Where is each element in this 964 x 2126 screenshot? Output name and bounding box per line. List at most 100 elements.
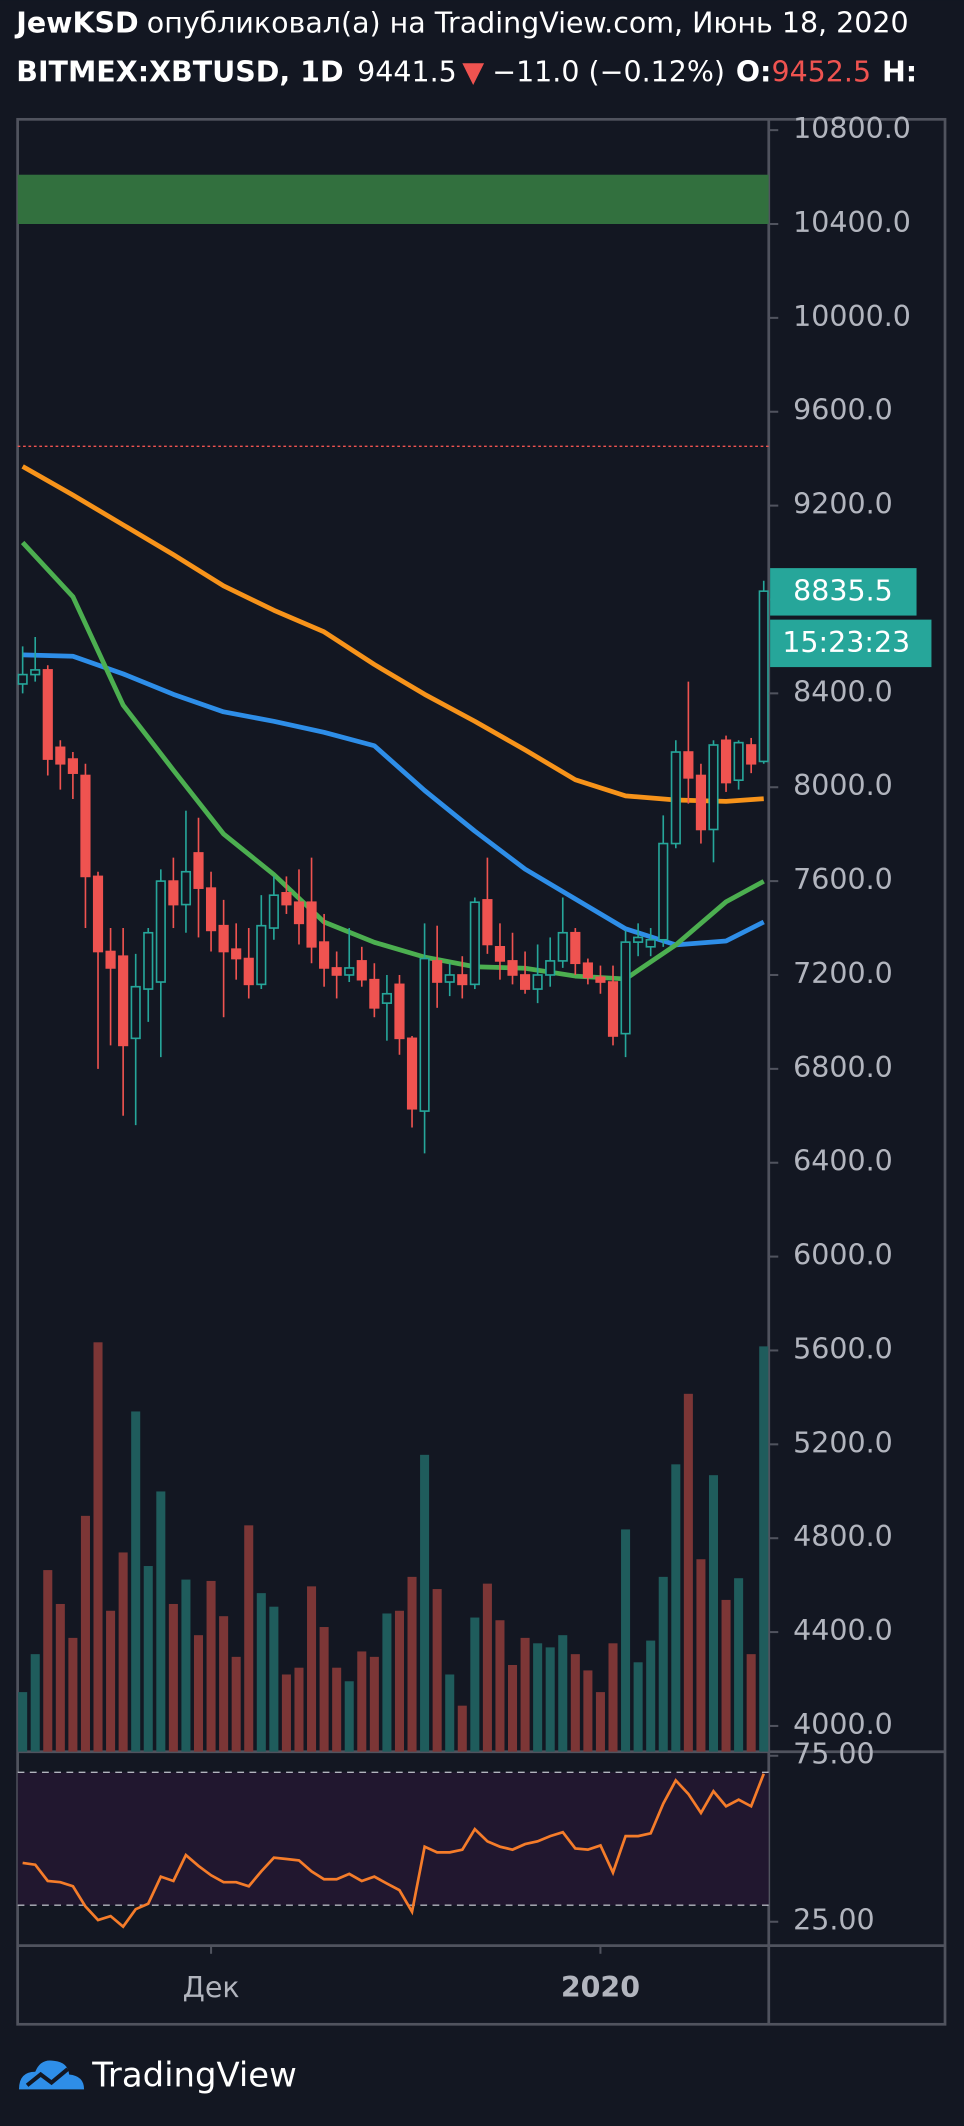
author[interactable]: JewKSD — [14, 7, 138, 40]
candle-body — [105, 950, 116, 969]
y-tick-label: 10000.0 — [793, 300, 911, 333]
volume-bar — [457, 1705, 467, 1752]
volume-bar — [156, 1491, 166, 1752]
candle-body — [180, 870, 192, 906]
candle-body — [746, 744, 757, 765]
volume-bar — [583, 1670, 593, 1752]
y-tick-label: 8400.0 — [793, 675, 893, 708]
volume-layer — [18, 1342, 769, 1752]
volume-bar — [482, 1583, 492, 1752]
candle-body — [469, 901, 480, 986]
candle-body — [168, 880, 179, 906]
volume-bar — [570, 1654, 580, 1752]
candle-body — [570, 931, 581, 965]
volume-bar — [30, 1654, 40, 1752]
rsi-line — [22, 1773, 766, 1929]
volume-bar — [721, 1599, 731, 1752]
y-tick-label: 5600.0 — [793, 1332, 893, 1365]
volume-bar — [420, 1454, 430, 1752]
candle-body — [482, 899, 493, 946]
candle-body — [557, 931, 568, 962]
candle-body — [143, 931, 154, 990]
y-tick-label: 4400.0 — [793, 1614, 893, 1647]
last-price: 9441.5 — [357, 55, 457, 88]
volume-bar — [206, 1580, 216, 1752]
candle-body — [406, 1037, 418, 1110]
candle-body — [42, 669, 53, 760]
volume-bar — [495, 1620, 505, 1752]
price-layer — [17, 174, 769, 1154]
volume-bar — [382, 1613, 392, 1752]
volume-bar — [445, 1674, 455, 1752]
candle-body — [633, 936, 644, 943]
volume-bar — [307, 1586, 317, 1752]
candle-body — [30, 669, 41, 676]
countdown-box — [770, 619, 932, 668]
volume-bar — [407, 1576, 417, 1752]
candle-body — [645, 938, 656, 948]
volume-bar — [319, 1627, 329, 1752]
y-tick-label: 8000.0 — [793, 769, 893, 802]
volume-bar — [256, 1593, 266, 1752]
y-tick-label: 4000.0 — [793, 1708, 893, 1741]
volume-bar — [558, 1635, 568, 1752]
volume-bar — [193, 1635, 204, 1752]
volume-bar — [80, 1515, 90, 1752]
candle-body — [457, 974, 468, 986]
volume-bar — [18, 1692, 28, 1752]
last-price-label: 8835.5 — [793, 575, 893, 608]
candle-body — [720, 739, 732, 784]
y-tick-label: 4800.0 — [793, 1520, 893, 1553]
candle-body — [733, 741, 744, 782]
volume-bar — [734, 1578, 744, 1752]
candle-body — [193, 852, 204, 889]
volume-bar — [646, 1640, 656, 1752]
logo[interactable]: TradingView — [18, 2056, 297, 2095]
volume-bar — [93, 1342, 103, 1752]
x-tick-label: Дек — [183, 1971, 240, 2004]
candle-body — [695, 774, 707, 831]
candle-body — [582, 962, 593, 979]
candle-body — [595, 976, 606, 983]
volume-bar — [696, 1559, 706, 1752]
candle-body — [419, 957, 430, 1112]
y-tick-label: 9600.0 — [793, 394, 893, 427]
volume-bar — [595, 1692, 605, 1752]
candle-body — [268, 894, 279, 929]
rsi-tick-label: 25.00 — [793, 1904, 875, 1937]
candle-body — [155, 880, 166, 983]
candle-body — [231, 948, 242, 960]
high-label: H: — [882, 55, 917, 88]
header-line-2: BITMEX:XBTUSD, 1D 9441.5 ▼ −11.0 (−0.12%) O:… — [16, 55, 917, 88]
candle-body — [118, 955, 129, 1047]
candle-body — [218, 924, 229, 953]
volume-bar — [621, 1529, 631, 1752]
candle-body — [708, 744, 719, 831]
candle-body — [494, 946, 506, 962]
candle-body — [519, 974, 531, 990]
volume-bar — [143, 1566, 153, 1752]
volume-bar — [394, 1610, 404, 1752]
y-tick-label: 9200.0 — [793, 488, 893, 521]
volume-bar — [683, 1393, 693, 1752]
published: опубликовал(а) на TradingView.com, Июнь … — [147, 7, 909, 40]
symbol: BITMEX:XBTUSD, 1D — [16, 55, 343, 88]
logo-icon — [18, 2060, 85, 2090]
y-tick-label: 7200.0 — [793, 957, 893, 990]
volume-bar — [746, 1654, 756, 1752]
candle-body — [369, 978, 380, 1009]
moving-average — [20, 540, 765, 982]
direction: ▼ — [462, 55, 484, 88]
volume-bar — [545, 1647, 555, 1752]
candle-body — [758, 590, 769, 763]
candle-body — [658, 842, 669, 941]
volume-bar — [520, 1637, 530, 1752]
rsi-band — [17, 1772, 769, 1906]
candle-body — [306, 901, 317, 948]
rsi-tick-label: 75.00 — [793, 1738, 875, 1771]
candle-body — [620, 941, 631, 1035]
volume-bar — [708, 1475, 719, 1752]
volume-bar — [671, 1464, 681, 1752]
candle-body — [17, 673, 28, 685]
candle-body — [670, 751, 681, 845]
